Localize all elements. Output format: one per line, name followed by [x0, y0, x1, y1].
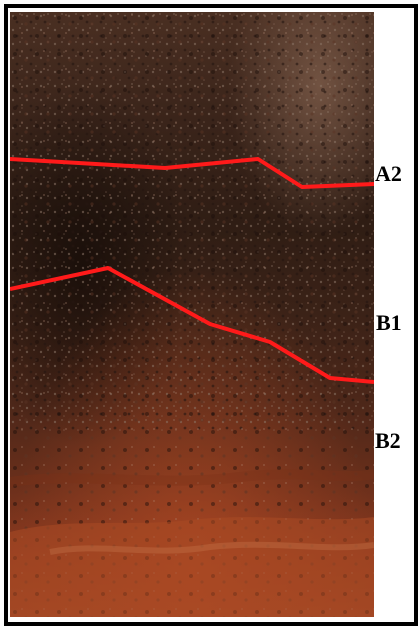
soil-profile-photo	[10, 12, 374, 617]
horizon-label-b1: B1	[376, 310, 402, 335]
horizon-label-b2: B2	[375, 428, 401, 453]
b1-b2-boundary-line	[10, 266, 374, 384]
horizon-label-a2: A2	[375, 161, 402, 186]
a2-b1-boundary-line	[10, 157, 374, 189]
